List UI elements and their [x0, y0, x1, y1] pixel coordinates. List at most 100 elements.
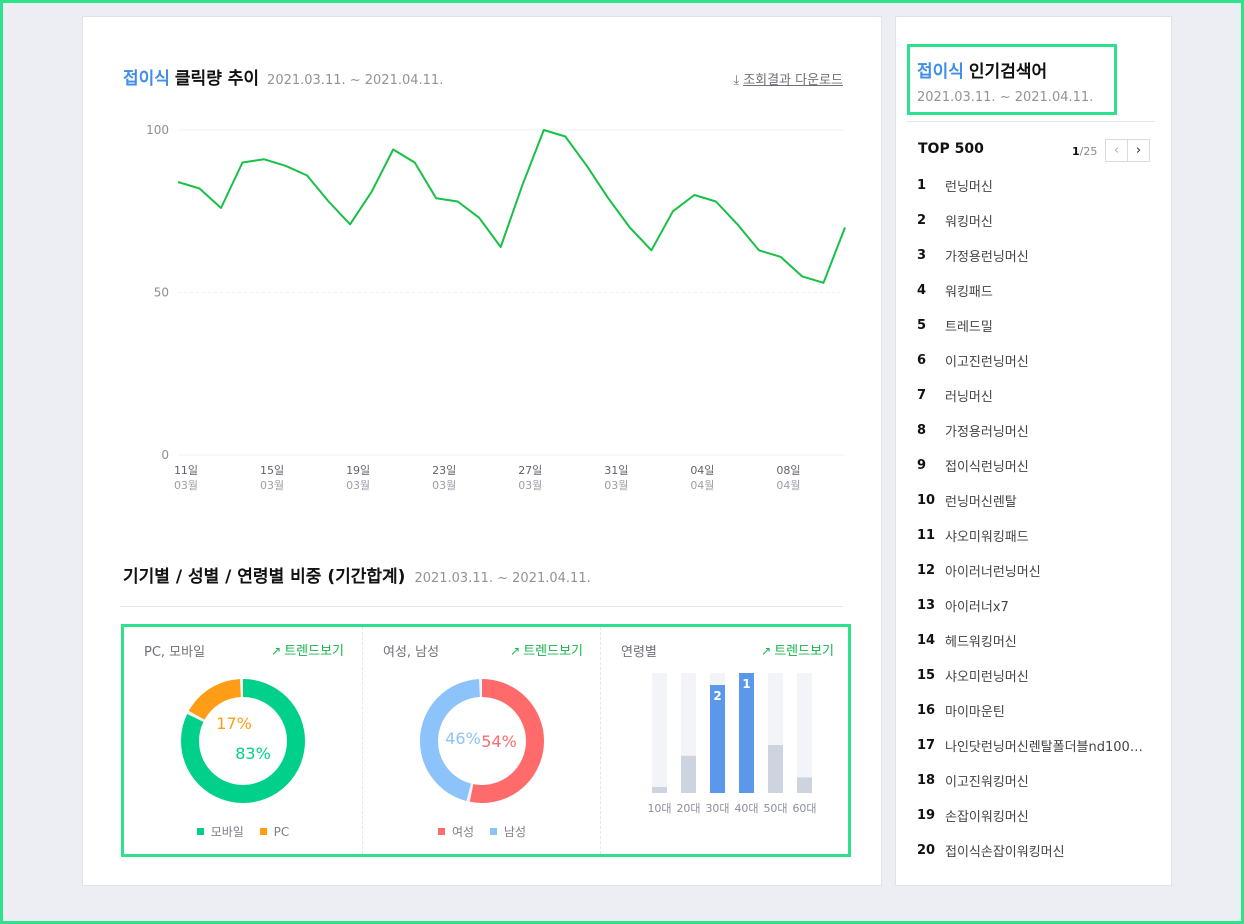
legend-label-female: 여성 — [451, 825, 475, 839]
age-bar-track — [652, 673, 667, 793]
age-trend-button[interactable]: ↗ 트렌드보기 — [761, 640, 834, 659]
pager: ‹ › — [1105, 139, 1150, 162]
keyword-text: 헤드워킹머신 — [945, 635, 1017, 650]
legend-swatch-pc — [259, 828, 267, 835]
keyword-list-item[interactable]: 3 가정용런닝머신 — [917, 238, 1157, 273]
keyword-text: 워킹머신 — [945, 215, 993, 230]
keyword-rank: 13 — [917, 598, 936, 613]
keyword-text: 샤오미런닝머신 — [945, 670, 1029, 685]
legend-item-mobile: 모바일 — [196, 823, 244, 840]
ratio-section-title: 기기별 / 성별 / 연령별 비중 (기간합계) — [123, 567, 406, 587]
gender-panel-title: 여성, 남성 — [383, 645, 440, 660]
donut-slice-label: 17% — [216, 714, 252, 733]
prev-page-button[interactable]: ‹ — [1105, 139, 1128, 162]
click-trend-line-chart: 0 50 100 11일 03월 15일 03월 19일 03월 23일 03월 27일 03월 31일 0… — [146, 123, 846, 492]
section-divider — [121, 606, 843, 607]
keyword-rank: 3 — [917, 248, 927, 263]
keyword-list-item[interactable]: 5 트레드밀 — [917, 308, 1157, 343]
download-results-label: 조회결과 다운로드 — [743, 73, 843, 88]
keyword-rank: 18 — [917, 773, 936, 788]
age-panel-title: 연령별 — [621, 645, 657, 660]
keyword-text: 아이러너x7 — [945, 600, 1009, 615]
keyword-text: 샤오미워킹패드 — [945, 530, 1029, 545]
age-bar-category-label: 20대 — [676, 802, 700, 815]
keyword-list-item[interactable]: 19 손잡이워킹머신 — [917, 798, 1157, 833]
keyword-list-item[interactable]: 14 헤드워킹머신 — [917, 623, 1157, 658]
keyword-text: 나인닷런닝머신렌탈폴더블nd100… — [945, 740, 1143, 755]
age-trend-label: 트렌드보기 — [774, 644, 834, 659]
keyword-list-item[interactable]: 15 샤오미런닝머신 — [917, 658, 1157, 693]
keyword-list-item[interactable]: 20 접이식손잡이워킹머신 — [917, 833, 1157, 868]
keyword-rank: 14 — [917, 633, 936, 648]
next-page-button[interactable]: › — [1127, 139, 1150, 162]
keyword-list-item[interactable]: 13 아이러너x7 — [917, 588, 1157, 623]
gender-ratio-panel: 여성, 남성 ↗ 트렌드보기 54% 46% 여성 남성 — [362, 627, 601, 854]
download-results-link[interactable]: ⤓ 조회결과 다운로드 — [733, 69, 843, 88]
age-bar-track — [797, 673, 812, 793]
click-trend-line — [177, 129, 846, 284]
legend-label-mobile: 모바일 — [210, 825, 244, 839]
device-trend-button[interactable]: ↗ 트렌드보기 — [271, 640, 344, 659]
keyword-list-item[interactable]: 9 접이식런닝머신 — [917, 448, 1157, 483]
x-tick-day: 27일 — [518, 463, 542, 477]
trend-title-text: 클릭량 추이 — [174, 69, 260, 89]
age-bar-chart: 10대 20대 2 30대 1 40대 50대 60대 — [647, 673, 817, 815]
chevron-right-icon: › — [1135, 143, 1142, 158]
gender-donut-chart: 54%46% — [420, 679, 544, 803]
keyword-list-item[interactable]: 2 워킹머신 — [917, 203, 1157, 238]
keyword-list-item[interactable]: 7 러닝머신 — [917, 378, 1157, 413]
device-ratio-panel: PC, 모바일 ↗ 트렌드보기 83% 17% 모바일 PC — [124, 627, 362, 854]
trend-title-keyword: 접이식 — [123, 69, 170, 89]
age-bar-rank-label: 1 — [742, 677, 750, 691]
keyword-list-item[interactable]: 11 샤오미워킹패드 — [917, 518, 1157, 553]
trend-chart-icon: ↗ — [761, 644, 772, 658]
keyword-rank: 2 — [917, 213, 927, 228]
ratio-stats-box: PC, 모바일 ↗ 트렌드보기 83% 17% 모바일 PC 여성, 남성 ↗ 트렌드… — [121, 624, 851, 857]
keyword-rank: 7 — [917, 388, 927, 403]
popular-title-keyword: 접이식 — [917, 62, 964, 82]
keyword-list-item[interactable]: 4 워킹패드 — [917, 273, 1157, 308]
keyword-list-item[interactable]: 17 나인닷런닝머신렌탈폴더블nd100… — [917, 728, 1157, 763]
x-tick-month: 03월 — [260, 479, 284, 492]
age-ratio-panel: 연령별 ↗ 트렌드보기 10대 20대 2 30대 1 40대 50대 60대 — [600, 627, 852, 854]
keyword-list-item[interactable]: 16 마이마운틴 — [917, 693, 1157, 728]
keyword-list-item[interactable]: 6 이고진런닝머신 — [917, 343, 1157, 378]
donut-slice — [420, 679, 544, 803]
download-arrow-icon: ⤓ — [733, 73, 740, 88]
keyword-rank: 16 — [917, 703, 936, 718]
popular-header: 접이식 인기검색어 2021.03.11. ~ 2021.04.11. — [907, 44, 1117, 115]
keyword-list-item[interactable]: 10 런닝머신렌탈 — [917, 483, 1157, 518]
x-tick-day: 31일 — [604, 463, 628, 477]
x-tick-day: 23일 — [432, 463, 456, 477]
keyword-rank: 20 — [917, 843, 936, 858]
age-bar — [797, 777, 812, 793]
legend-label-pc: PC — [273, 824, 290, 839]
keyword-rank: 10 — [917, 493, 936, 508]
x-tick-month: 03월 — [346, 479, 370, 492]
gender-trend-button[interactable]: ↗ 트렌드보기 — [510, 640, 583, 659]
keyword-rank: 15 — [917, 668, 936, 683]
age-bar-category-label: 30대 — [705, 802, 729, 815]
donut-slice-label: 54% — [481, 732, 517, 751]
x-tick-month: 03월 — [174, 479, 198, 492]
gender-trend-label: 트렌드보기 — [523, 644, 583, 659]
keyword-list-item[interactable]: 12 아이러너런닝머신 — [917, 553, 1157, 588]
keyword-list-item[interactable]: 18 이고진워킹머신 — [917, 763, 1157, 798]
keyword-text: 런닝머신 — [945, 180, 993, 195]
keyword-rank: 11 — [917, 528, 936, 543]
popular-keywords-card: 접이식 인기검색어 2021.03.11. ~ 2021.04.11. TOP … — [895, 16, 1172, 886]
keyword-text: 러닝머신 — [945, 390, 993, 405]
keyword-text: 가정용런닝머신 — [945, 250, 1029, 265]
page-indicator: 1/25 — [1072, 145, 1097, 158]
ratio-section-header: 기기별 / 성별 / 연령별 비중 (기간합계) 2021.03.11. ~ 2… — [123, 562, 591, 587]
y-tick-label: 50 — [154, 286, 169, 300]
keyword-list-item[interactable]: 1 런닝머신 — [917, 168, 1157, 203]
trend-card: 접이식 클릭량 추이 2021.03.11. ~ 2021.04.11. ⤓ 조회… — [82, 16, 882, 886]
age-bar — [681, 755, 696, 793]
keyword-text: 접이식손잡이워킹머신 — [945, 845, 1065, 860]
age-bar-category-label: 50대 — [763, 802, 787, 815]
keyword-list-item[interactable]: 8 가정용러닝머신 — [917, 413, 1157, 448]
legend-swatch-male — [489, 828, 497, 835]
trend-title: 접이식 클릭량 추이 2021.03.11. ~ 2021.04.11. — [123, 64, 443, 89]
keyword-rank: 8 — [917, 423, 927, 438]
